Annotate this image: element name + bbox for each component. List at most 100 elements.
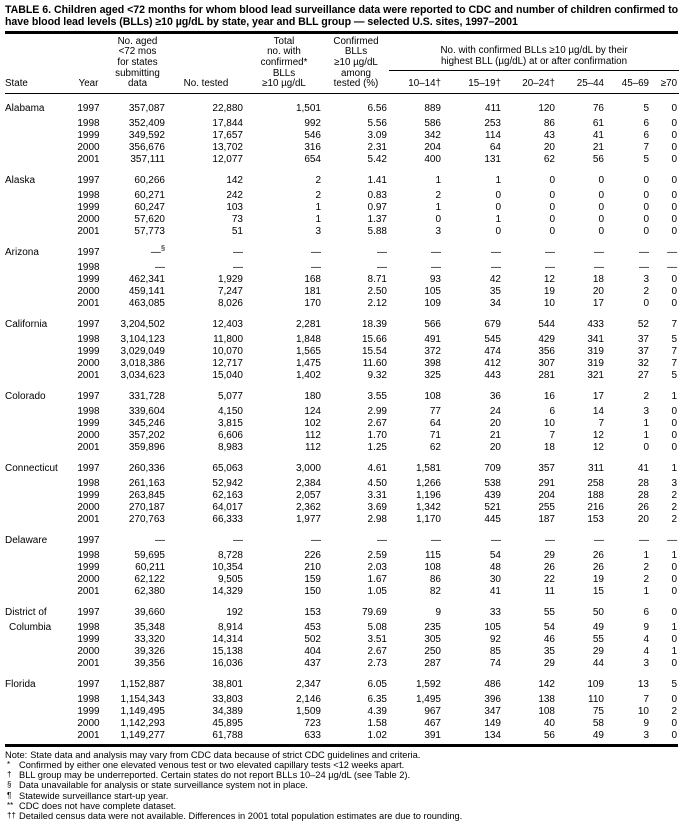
value-cell: 1,475 [295, 357, 321, 369]
year-cell: 1998 [77, 189, 100, 201]
value-cell: 1.37 [367, 213, 387, 225]
value-cell: 2.59 [367, 549, 387, 561]
value-cell: 18 [592, 273, 604, 285]
value-cell: 396 [484, 693, 501, 705]
value-cell: 52,942 [212, 477, 243, 489]
value-cell: 105 [484, 621, 501, 633]
value-cell: — [639, 534, 649, 546]
value-cell: 2.12 [367, 297, 387, 309]
value-cell: 270,187 [128, 501, 165, 513]
value-cell: 5 [643, 153, 649, 165]
value-cell: 6 [643, 117, 649, 129]
footnote-marker: ** [7, 800, 14, 810]
value-cell: 8,728 [217, 549, 243, 561]
value-cell: 0 [671, 189, 678, 201]
value-cell: 2 [671, 705, 678, 717]
value-cell: 24 [489, 405, 501, 417]
value-cell: 188 [587, 489, 604, 501]
value-cell: 79.69 [361, 606, 387, 618]
table-row: 1998 352,409 17,844 992 5.56 586 253 86 61 6 0 [5, 118, 679, 130]
value-cell: 0 [598, 225, 604, 237]
value-cell: 502 [304, 633, 321, 645]
value-cell: 287 [424, 657, 441, 669]
value-cell: 0 [671, 729, 678, 741]
value-cell: 49 [592, 621, 604, 633]
state-name-cell [5, 430, 69, 442]
table-row: 2001 357,111 12,077 654 5.42 400 131 62 56 5 0 [5, 154, 679, 166]
value-cell: 38,801 [212, 678, 243, 690]
col-header-bll-ge70: ≥70 [651, 70, 680, 94]
value-cell: 1 [315, 201, 321, 213]
value-cell: 0 [671, 561, 678, 573]
value-cell: 60,271 [134, 189, 165, 201]
table-row: 1999 462,341 1,929 168 8.71 93 42 12 18 3 0 [5, 274, 679, 286]
table-row: 2001 57,773 51 3 5.88 3 0 0 0 0 0 [5, 226, 679, 238]
value-cell: 28 [637, 489, 649, 501]
value-cell: — [545, 246, 555, 258]
table-row: Alaska 1997 60,266 142 2 1.41 1 1 0 0 0 0 [5, 166, 679, 190]
value-cell: 22 [543, 573, 555, 585]
value-cell: 0 [671, 585, 678, 597]
value-cell: 3 [435, 225, 441, 237]
value-cell: 1 [671, 390, 678, 402]
year-cell: 1999 [77, 705, 100, 717]
value-cell: 545 [484, 333, 501, 345]
value-cell: 10,354 [212, 561, 243, 573]
state-name-cell [5, 334, 69, 346]
year-cell: 1998 [77, 261, 100, 273]
value-cell: 15.66 [361, 333, 387, 345]
table-row: 1999 60,211 10,354 210 2.03 108 48 26 26 2 0 [5, 562, 679, 574]
value-cell: 37 [637, 345, 649, 357]
value-cell: 85 [489, 645, 501, 657]
value-cell: 2.67 [367, 645, 387, 657]
value-cell: 33 [489, 606, 501, 618]
footnote: Note: State data and analysis may vary fr… [5, 750, 675, 760]
value-cell: 64 [429, 417, 441, 429]
table-row: 1999 60,247 103 1 0.97 1 0 0 0 0 0 [5, 202, 679, 214]
value-cell: 12,717 [212, 357, 243, 369]
value-cell: 1,266 [415, 477, 441, 489]
value-cell: — [639, 246, 649, 258]
state-name-cell [5, 406, 69, 418]
value-cell: 404 [304, 645, 321, 657]
value-cell: 3,204,502 [120, 318, 166, 330]
value-cell: 429 [538, 333, 555, 345]
value-cell: 40 [543, 717, 555, 729]
value-cell: 39,660 [134, 606, 165, 618]
value-cell: 57,620 [134, 213, 165, 225]
value-cell: 52 [637, 318, 649, 330]
value-cell: 55 [592, 633, 604, 645]
value-cell: 633 [304, 729, 321, 741]
state-name-cell [5, 502, 69, 514]
year-cell: 1997 [77, 678, 100, 690]
value-cell: 9,505 [217, 573, 243, 585]
table-row: 2000 357,202 6,606 112 1.70 71 21 7 12 1 0 [5, 430, 679, 442]
value-cell: 12,403 [212, 318, 243, 330]
value-cell: 8,026 [217, 297, 243, 309]
value-cell: 142 [226, 174, 243, 186]
value-cell: 12 [592, 441, 604, 453]
value-cell: — [233, 534, 243, 546]
state-name-cell [5, 358, 69, 370]
value-cell: 108 [424, 390, 441, 402]
value-cell: 15,040 [212, 369, 243, 381]
table-row: 2001 3,034,623 15,040 1,402 9.32 325 443 281 321… [5, 370, 679, 382]
value-cell: 112 [305, 441, 321, 453]
value-cell: 357,111 [130, 153, 165, 165]
value-cell: 134 [484, 729, 501, 741]
value-cell: 1,929 [217, 273, 243, 285]
table-row: 1999 3,029,049 10,070 1,565 15.54 372 474 356 31… [5, 346, 679, 358]
value-cell: 6.05 [367, 678, 387, 690]
value-cell: 110 [588, 693, 604, 705]
value-cell: 37 [637, 333, 649, 345]
col-header-bll-20-24: 20–24† [503, 70, 557, 94]
value-cell: 3.55 [367, 390, 387, 402]
year-cell: 1999 [77, 129, 100, 141]
value-cell: 253 [484, 117, 501, 129]
value-cell: 3,034,623 [120, 369, 166, 381]
value-cell: 55 [543, 606, 555, 618]
state-name-cell: Florida [5, 678, 36, 690]
value-cell: 316 [304, 141, 321, 153]
value-cell: 170 [304, 297, 321, 309]
year-cell: 2001 [77, 585, 100, 597]
